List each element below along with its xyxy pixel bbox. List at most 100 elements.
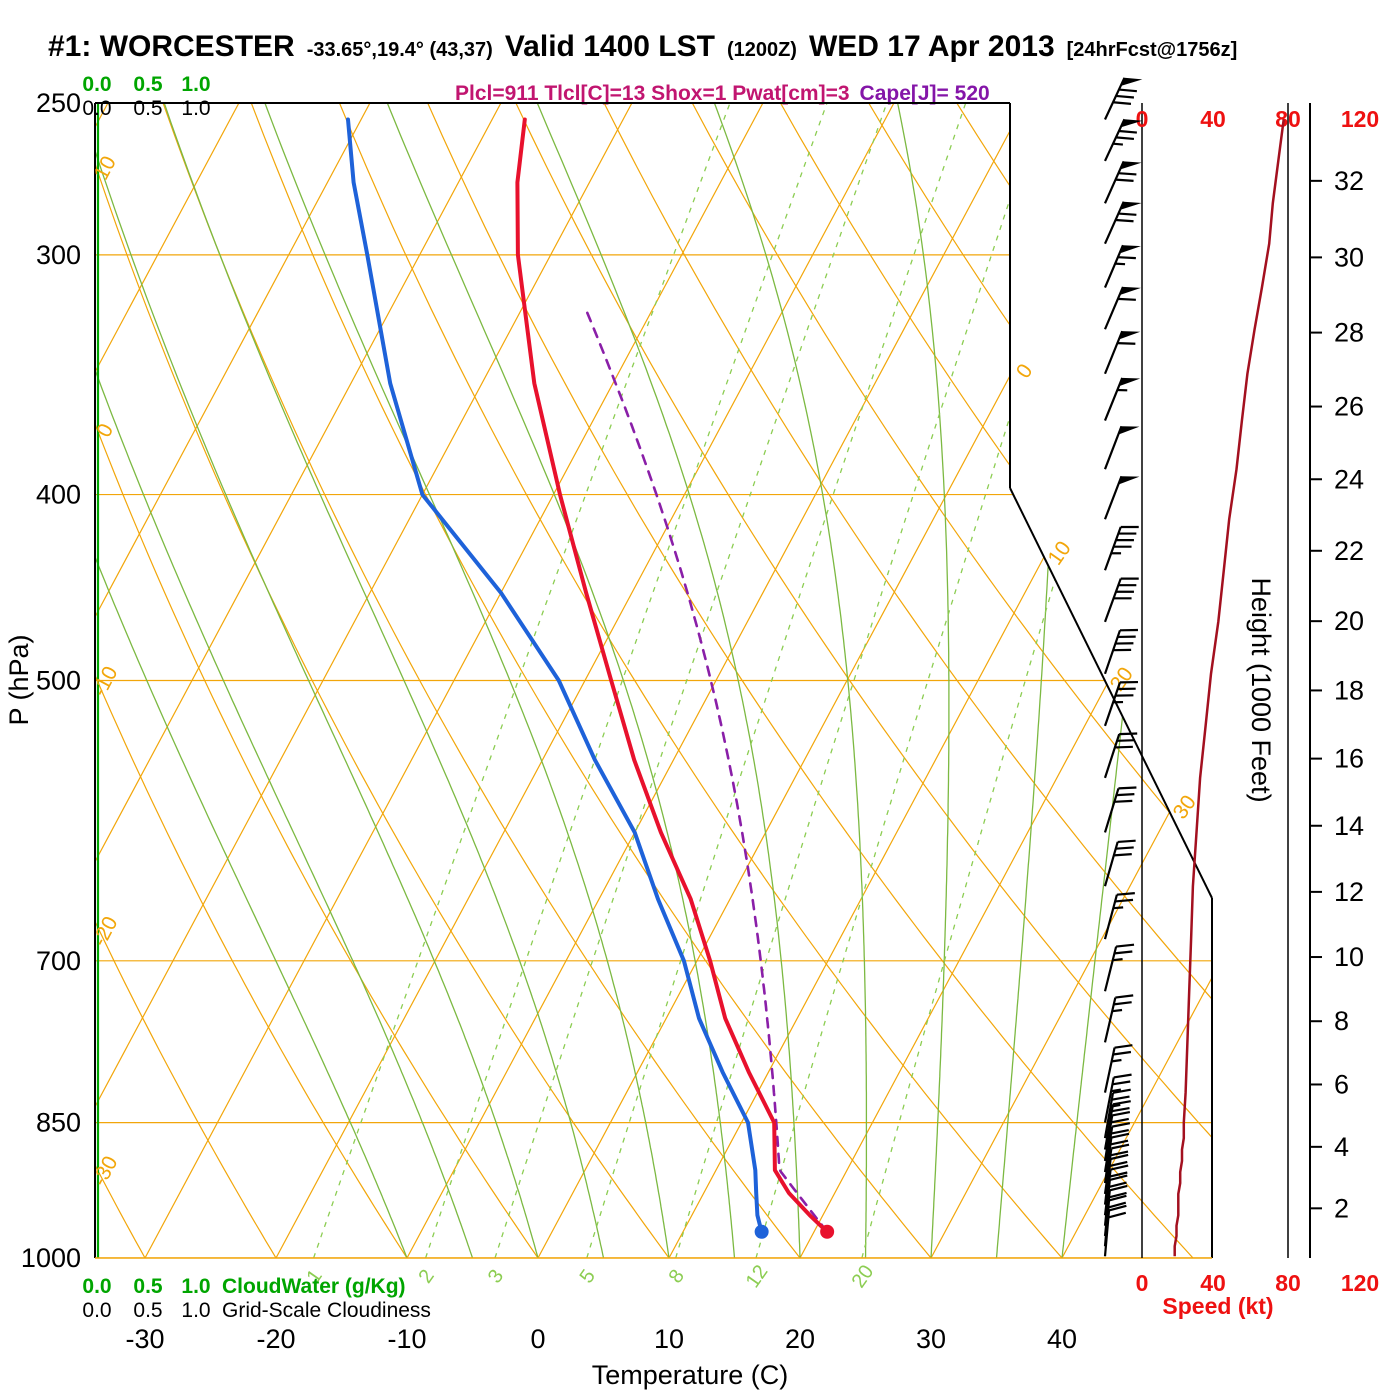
valid-date: WED 17 Apr 2013 xyxy=(808,30,1055,63)
wind-barb xyxy=(1103,994,1134,1043)
dry-adiabat-line xyxy=(878,103,1212,1258)
pressure-tick-label: 300 xyxy=(36,240,81,270)
speed-tick-top: 120 xyxy=(1341,106,1379,132)
dry-adiabat-line xyxy=(95,103,146,1258)
height-tick-label: 16 xyxy=(1334,744,1364,774)
temp-axis-label: Temperature (C) xyxy=(592,1360,789,1390)
cloudiness-label: Grid-Scale Cloudiness xyxy=(222,1299,431,1322)
dry-adiabat-line xyxy=(0,0,14,1258)
wind-barb xyxy=(1103,577,1139,623)
pressure-tick-label: 1000 xyxy=(21,1243,81,1273)
wind-barb xyxy=(1103,1088,1131,1139)
wind-barb xyxy=(1103,475,1140,520)
cape-value: Cape[J]= 520 xyxy=(859,82,990,105)
cloudwater-scale-bottom: 0.0 xyxy=(82,1275,111,1298)
mixing-ratio-line xyxy=(586,103,967,1258)
speed-tick-bottom: 0 xyxy=(1136,1270,1149,1296)
dry-adiabat-line xyxy=(573,103,1212,1258)
height-tick-label: 4 xyxy=(1334,1132,1349,1162)
height-tick-label: 8 xyxy=(1334,1006,1349,1036)
moist-adiabat-line xyxy=(315,103,736,1258)
wind-barb xyxy=(1103,732,1138,779)
wind-barb xyxy=(1103,286,1141,330)
dry-adiabat-label: -30 xyxy=(88,1152,123,1190)
cloudwater-scale-bottom: 0.5 xyxy=(133,1275,163,1298)
wind-barb xyxy=(1103,1073,1132,1123)
temp-tick-label: -30 xyxy=(125,1324,164,1354)
isotherm-line xyxy=(95,103,240,1258)
pressure-tick-label: 850 xyxy=(36,1108,81,1138)
wind-barb xyxy=(1103,628,1138,675)
dry-adiabat-line xyxy=(95,103,408,1258)
cloudiness-scale-bottom: 0.0 xyxy=(82,1299,111,1322)
wind-barb xyxy=(1103,1204,1127,1257)
pressure-tick-label: 400 xyxy=(36,480,81,510)
wind-barb xyxy=(1103,680,1138,727)
surface-dewpoint-dot xyxy=(754,1224,769,1239)
cloudiness-scale-top: 1.0 xyxy=(181,97,210,120)
height-tick-label: 24 xyxy=(1334,464,1364,494)
wind-barb xyxy=(1103,943,1135,992)
wind-barb xyxy=(1103,1044,1133,1093)
wind-barb xyxy=(1103,1132,1130,1184)
dry-adiabat-line xyxy=(1182,103,1212,1258)
wind-barb xyxy=(1103,201,1142,245)
dry-adiabat-line xyxy=(496,103,1212,1258)
cloudiness-scale-top: 0.5 xyxy=(133,97,162,120)
height-tick-label: 10 xyxy=(1334,942,1364,972)
forecast-tag: [24hrFcst@1756z] xyxy=(1066,39,1238,61)
mixing-ratio-label: 3 xyxy=(484,1266,508,1288)
moist-adiabat-line xyxy=(199,103,670,1258)
pressure-tick-label: 250 xyxy=(36,88,81,118)
plot-border xyxy=(1009,487,1213,899)
dry-adiabat-line xyxy=(95,103,539,1258)
moist-adiabat-line xyxy=(1061,103,1199,1258)
speed-tick-bottom: 80 xyxy=(1275,1270,1301,1296)
speed-tick-top: 80 xyxy=(1275,106,1301,132)
speed-tick-top: 40 xyxy=(1200,106,1226,132)
wind-barb xyxy=(1103,786,1137,833)
isotherm-line xyxy=(95,103,371,1258)
pressure-tick-label: 700 xyxy=(36,946,81,976)
isotherm-label: 0 xyxy=(1012,360,1038,383)
wind-barb xyxy=(1103,1110,1131,1162)
temp-tick-label: 10 xyxy=(654,1324,684,1354)
cloudiness-scale-top: 0.0 xyxy=(82,97,111,120)
speed-tick-bottom: 120 xyxy=(1341,1270,1379,1296)
dry-adiabat-line xyxy=(95,103,277,1258)
speed-tick-bottom: 40 xyxy=(1200,1270,1226,1296)
isotherm-line xyxy=(930,103,1212,1258)
speed-tick-top: 0 xyxy=(1136,106,1149,132)
moist-adiabat-line xyxy=(104,103,605,1258)
dry-adiabat-label: -20 xyxy=(88,913,123,951)
dry-adiabat-line xyxy=(725,103,1212,1258)
mixing-ratio-label: 12 xyxy=(742,1261,773,1292)
moist-adiabat-line xyxy=(639,103,868,1258)
speed-axis-label: Speed (kt) xyxy=(1162,1293,1273,1319)
parcel-curve xyxy=(584,306,829,1234)
dry-adiabat-line xyxy=(115,103,932,1258)
dry-adiabat-line xyxy=(649,103,1212,1258)
wind-barb xyxy=(1103,839,1136,887)
dewpoint-curve xyxy=(346,117,764,1234)
height-tick-label: 18 xyxy=(1334,675,1364,705)
dry-adiabat-line xyxy=(95,103,670,1258)
mixing-ratio-label: 8 xyxy=(665,1266,689,1288)
mixing-ratio-line xyxy=(494,103,888,1258)
cloudwater-label: CloudWater (g/Kg) xyxy=(222,1275,406,1298)
mixing-ratio-line xyxy=(755,103,1112,1258)
moist-adiabat-line xyxy=(95,103,539,1258)
dry-adiabat-label: -10 xyxy=(88,663,123,701)
moist-adiabat-line xyxy=(459,103,801,1258)
cloudwater-scale-top: 1.0 xyxy=(181,73,210,96)
isotherm-line xyxy=(1061,103,1212,1258)
wind-barb xyxy=(1103,330,1141,375)
wind-barb xyxy=(1103,1122,1131,1173)
mixing-ratio-label: 2 xyxy=(414,1266,438,1288)
surface-temp-dot xyxy=(820,1224,835,1239)
height-tick-label: 30 xyxy=(1334,242,1364,272)
height-tick-label: 22 xyxy=(1334,536,1364,566)
wind-barb xyxy=(1103,1153,1129,1205)
wind-barb xyxy=(1103,892,1135,940)
